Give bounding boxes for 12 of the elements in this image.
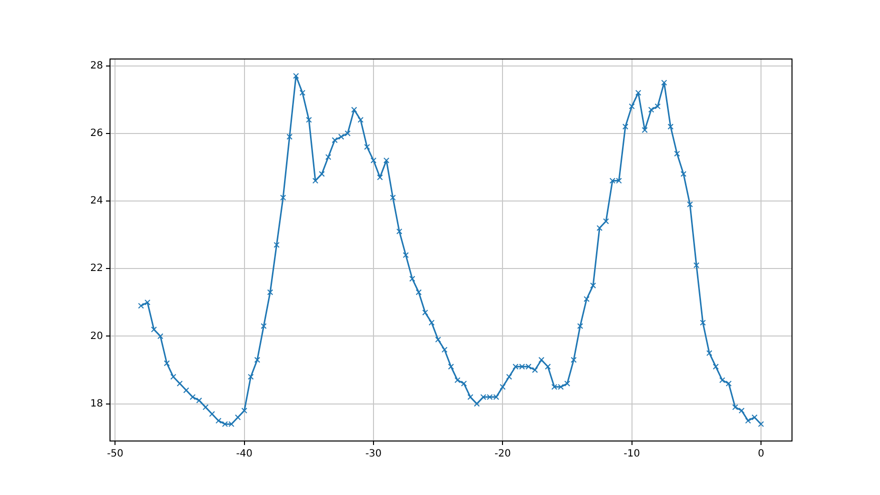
y-tick-label: 22	[90, 263, 103, 274]
x-tick-label: -30	[365, 448, 382, 460]
y-tick-label: 28	[90, 60, 103, 72]
y-tick-label: 18	[90, 398, 103, 410]
y-tick-label: 24	[90, 196, 103, 207]
x-tick-label: -50	[106, 448, 124, 460]
x-tick-label: -20	[494, 448, 511, 460]
x-tick-label: -10	[624, 448, 640, 460]
y-tick-label: 20	[90, 330, 103, 342]
x-tick-label: -40	[236, 448, 253, 460]
x-tick-label: 0	[758, 448, 764, 460]
y-tick-label: 26	[90, 128, 103, 139]
